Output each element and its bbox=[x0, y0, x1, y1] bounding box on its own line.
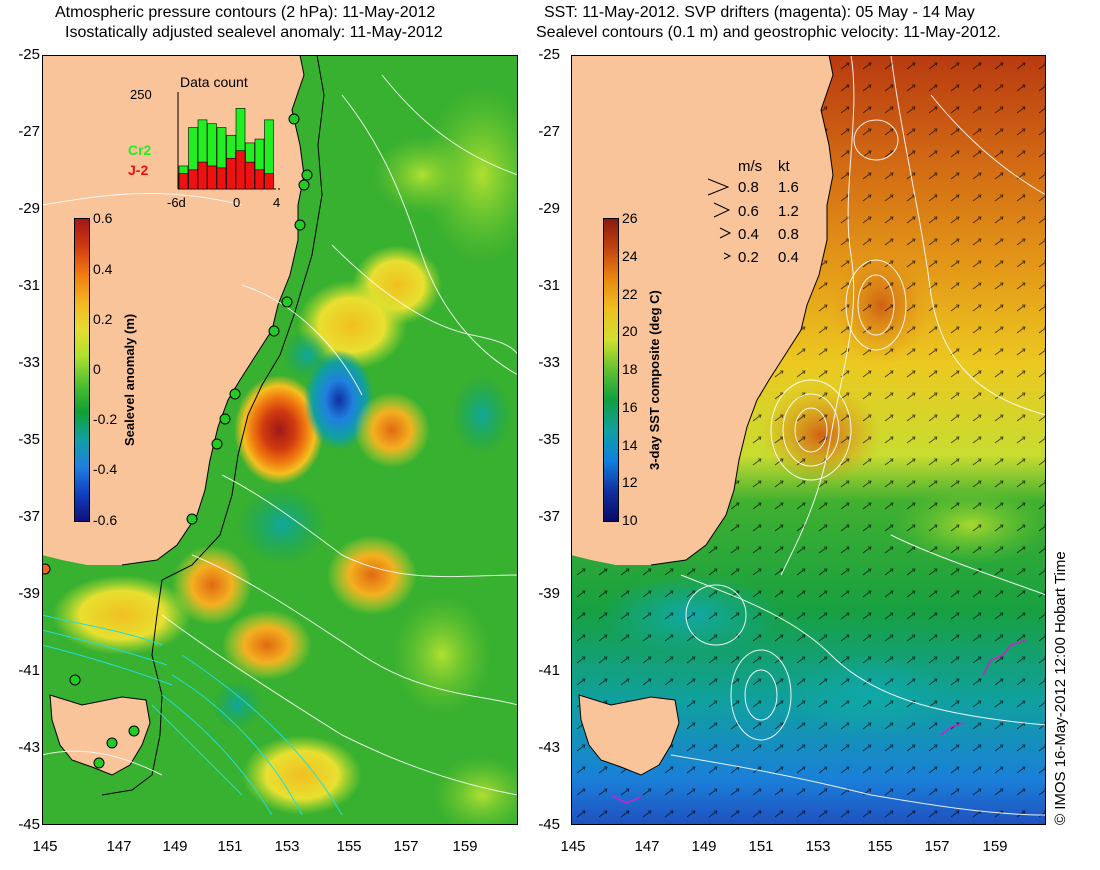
right-cbar-tick: 20 bbox=[622, 323, 638, 339]
left-y-tick: -33 bbox=[18, 354, 40, 371]
right-cbar-tick: 24 bbox=[622, 248, 638, 264]
right-cbar-tick: 10 bbox=[622, 512, 638, 528]
left-cbar-tick: -0.4 bbox=[93, 461, 118, 477]
velocity-ms-value: 0.6 bbox=[738, 203, 759, 220]
data-count-x-label: 0 bbox=[233, 195, 241, 210]
left-y-tick: -37 bbox=[18, 508, 40, 525]
right-title-line2: Sealevel contours (0.1 m) and geostrophi… bbox=[536, 24, 1001, 41]
right-cbar-tick: 12 bbox=[622, 474, 638, 490]
legend-j2: J-2 bbox=[128, 162, 149, 178]
histogram-bar-j2 bbox=[207, 165, 217, 190]
right-title-line1: SST: 11-May-2012. SVP drifters (magenta)… bbox=[544, 4, 975, 21]
right-x-tick: 159 bbox=[982, 838, 1008, 855]
right-y-tick: -43 bbox=[538, 739, 560, 756]
data-count-title: Data count bbox=[180, 74, 248, 90]
left-x-tick: 151 bbox=[217, 838, 243, 855]
histogram-bar-j2 bbox=[264, 173, 274, 190]
left-cbar-tick: 0.4 bbox=[93, 261, 113, 277]
velocity-arrow-icons bbox=[707, 178, 732, 260]
left-y-tick: -31 bbox=[18, 277, 40, 294]
velocity-kt-value: 0.4 bbox=[778, 249, 799, 266]
left-y-tick: -25 bbox=[18, 46, 40, 63]
velocity-header-kt: kt bbox=[778, 158, 790, 175]
velocity-ms-value: 0.2 bbox=[738, 249, 759, 266]
data-count-histogram bbox=[177, 92, 280, 190]
left-x-tick: 153 bbox=[274, 838, 300, 855]
right-cbar-tick: 14 bbox=[622, 437, 638, 453]
left-cbar-tick: -0.2 bbox=[93, 411, 118, 427]
left-cbar-tick: 0 bbox=[93, 361, 101, 377]
left-y-tick: -27 bbox=[18, 123, 40, 140]
histogram-bar-j2 bbox=[216, 167, 227, 190]
data-count-x-label: 4 bbox=[273, 195, 281, 210]
right-cbar-tick: 18 bbox=[622, 361, 638, 377]
left-y-tick: -41 bbox=[18, 662, 40, 679]
left-y-tick: -43 bbox=[18, 739, 40, 756]
velocity-header-ms: m/s bbox=[738, 158, 763, 175]
right-y-tick: -45 bbox=[538, 816, 560, 833]
left-x-tick: 149 bbox=[162, 838, 188, 855]
right-colorbar bbox=[603, 218, 619, 522]
histogram-bar-j2 bbox=[245, 161, 255, 190]
left-x-tick: 155 bbox=[336, 838, 362, 855]
right-y-tick: -31 bbox=[538, 277, 560, 294]
left-map bbox=[42, 55, 518, 825]
left-cbar-tick: 0.2 bbox=[93, 311, 113, 327]
right-x-tick: 147 bbox=[634, 838, 660, 855]
right-x-tick: 151 bbox=[748, 838, 774, 855]
histogram-bar-j2 bbox=[188, 169, 198, 190]
histogram-bar-j2 bbox=[197, 161, 208, 190]
right-cbar-tick: 26 bbox=[622, 210, 638, 226]
right-y-tick: -35 bbox=[538, 431, 560, 448]
velocity-kt-value: 1.2 bbox=[778, 203, 799, 220]
left-x-tick: 157 bbox=[393, 838, 419, 855]
histogram-bar-j2 bbox=[235, 150, 246, 190]
histogram-bar-j2 bbox=[226, 157, 236, 190]
left-x-tick: 145 bbox=[32, 838, 58, 855]
right-y-tick: -33 bbox=[538, 354, 560, 371]
left-y-tick: -29 bbox=[18, 200, 40, 217]
credit-text: © IMOS 16-May-2012 12:00 Hobart Time bbox=[1052, 551, 1069, 825]
histogram-bar-j2 bbox=[178, 173, 189, 190]
velocity-kt-value: 0.8 bbox=[778, 226, 799, 243]
histogram-bar-j2 bbox=[254, 169, 265, 190]
velocity-legend: m/s kt 0.8 1.6 0.6 1.2 0.4 0.8 0.2 0.4 bbox=[706, 158, 816, 268]
right-cbar-tick: 16 bbox=[622, 399, 638, 415]
right-y-tick: -29 bbox=[538, 200, 560, 217]
left-y-tick: -35 bbox=[18, 431, 40, 448]
left-y-tick: -45 bbox=[18, 816, 40, 833]
right-x-tick: 157 bbox=[924, 838, 950, 855]
velocity-ms-value: 0.8 bbox=[738, 179, 759, 196]
velocity-kt-value: 1.6 bbox=[778, 179, 799, 196]
velocity-ms-value: 0.4 bbox=[738, 226, 759, 243]
right-y-tick: -41 bbox=[538, 662, 560, 679]
left-title-line1: Atmospheric pressure contours (2 hPa): 1… bbox=[55, 4, 436, 21]
left-title-line2: Isostatically adjusted sealevel anomaly:… bbox=[65, 24, 443, 41]
left-x-tick: 147 bbox=[106, 838, 132, 855]
right-x-tick: 155 bbox=[867, 838, 893, 855]
right-y-tick: -39 bbox=[538, 585, 560, 602]
right-x-tick: 153 bbox=[805, 838, 831, 855]
right-cbar-tick: 22 bbox=[622, 286, 638, 302]
right-y-tick: -27 bbox=[538, 123, 560, 140]
right-map bbox=[571, 55, 1046, 825]
legend-cr2: Cr2 bbox=[128, 142, 152, 158]
data-count-max-label: 250 bbox=[130, 87, 152, 102]
right-x-tick: 149 bbox=[691, 838, 717, 855]
data-count-x-label: -6d bbox=[167, 195, 186, 210]
right-x-tick: 145 bbox=[560, 838, 586, 855]
right-colorbar-label: 3-day SST composite (deg C) bbox=[647, 290, 662, 470]
left-colorbar bbox=[74, 218, 90, 522]
left-y-tick: -39 bbox=[18, 585, 40, 602]
right-y-tick: -37 bbox=[538, 508, 560, 525]
left-cbar-tick: -0.6 bbox=[93, 512, 118, 528]
right-y-tick: -25 bbox=[538, 46, 560, 63]
left-cbar-tick: 0.6 bbox=[93, 210, 113, 226]
left-x-tick: 159 bbox=[452, 838, 478, 855]
left-colorbar-label: Sealevel anomaly (m) bbox=[122, 313, 137, 446]
